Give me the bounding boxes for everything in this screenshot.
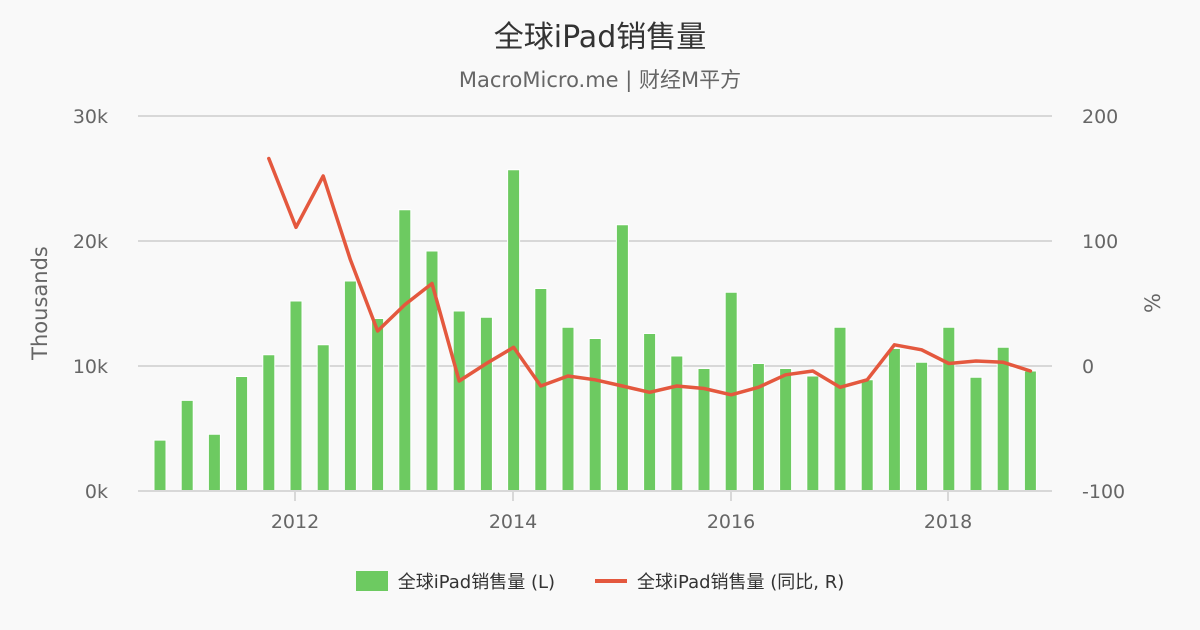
bar[interactable] — [262, 354, 276, 492]
bar-swatch-icon — [355, 571, 388, 591]
bar[interactable] — [833, 326, 847, 492]
bar[interactable] — [561, 326, 575, 492]
x-tick-label: 2016 — [707, 511, 755, 533]
bar[interactable] — [643, 333, 657, 492]
y2-tick-label: -100 — [1082, 481, 1125, 503]
bar[interactable] — [316, 344, 330, 492]
y2-axis-title: % — [1141, 293, 1165, 313]
legend-label-yoy: 全球iPad销售量 (同比, R) — [637, 572, 845, 593]
y-tick-label: 0k — [85, 481, 108, 503]
legend-label-sales: 全球iPad销售量 (L) — [397, 572, 556, 593]
bar[interactable] — [343, 280, 357, 492]
bar[interactable] — [1023, 370, 1037, 492]
bar[interactable] — [534, 288, 548, 492]
chart-subtitle: MacroMicro.me | 财经M平方 — [458, 68, 742, 92]
bar[interactable] — [969, 376, 983, 492]
bar[interactable] — [507, 169, 521, 492]
y-tick-label: 20k — [73, 231, 108, 253]
bar[interactable] — [915, 361, 929, 492]
bar[interactable] — [235, 376, 249, 492]
bar[interactable] — [479, 316, 493, 492]
chart-title: 全球iPad销售量 — [493, 20, 707, 55]
x-tick-label: 2012 — [271, 511, 319, 533]
bar[interactable] — [860, 379, 874, 492]
line-swatch-icon — [595, 579, 628, 583]
y-tick-label: 10k — [73, 356, 108, 378]
bar[interactable] — [180, 399, 194, 492]
bar[interactable] — [670, 355, 684, 492]
y-tick-label: 30k — [73, 106, 108, 128]
bar[interactable] — [398, 209, 412, 492]
line-series — [267, 156, 1033, 397]
y-axis-title: Thousands — [28, 246, 52, 361]
bar[interactable] — [289, 300, 303, 492]
bar[interactable] — [806, 375, 820, 492]
bar[interactable] — [887, 348, 901, 492]
bar[interactable] — [371, 318, 385, 492]
y2-tick-label: 200 — [1082, 106, 1118, 128]
bar[interactable] — [751, 363, 765, 492]
legend: 全球iPad销售量 (L) 全球iPad销售量 (同比, R) — [0, 568, 1200, 594]
legend-item-yoy[interactable]: 全球iPad销售量 (同比, R) — [595, 568, 844, 594]
x-tick-label: 2014 — [489, 511, 537, 533]
legend-item-sales[interactable]: 全球iPad销售量 (L) — [355, 568, 556, 594]
yoy-line[interactable] — [267, 156, 1033, 397]
bar[interactable] — [779, 368, 793, 492]
bar-series — [153, 169, 1037, 492]
bar[interactable] — [996, 346, 1010, 492]
bar[interactable] — [452, 310, 466, 492]
bar[interactable] — [942, 326, 956, 492]
y2-tick-label: 0 — [1082, 356, 1094, 378]
axes: 0k 10k 20k 30k -100 0 100 200 Thousands % 2012 2014… — [28, 106, 1165, 533]
y2-tick-label: 100 — [1082, 231, 1118, 253]
bar[interactable] — [588, 338, 602, 492]
bar[interactable] — [207, 433, 221, 492]
bar[interactable] — [153, 439, 167, 492]
bar[interactable] — [615, 224, 629, 492]
bar[interactable] — [724, 291, 738, 492]
x-tick-label: 2018 — [924, 511, 972, 533]
